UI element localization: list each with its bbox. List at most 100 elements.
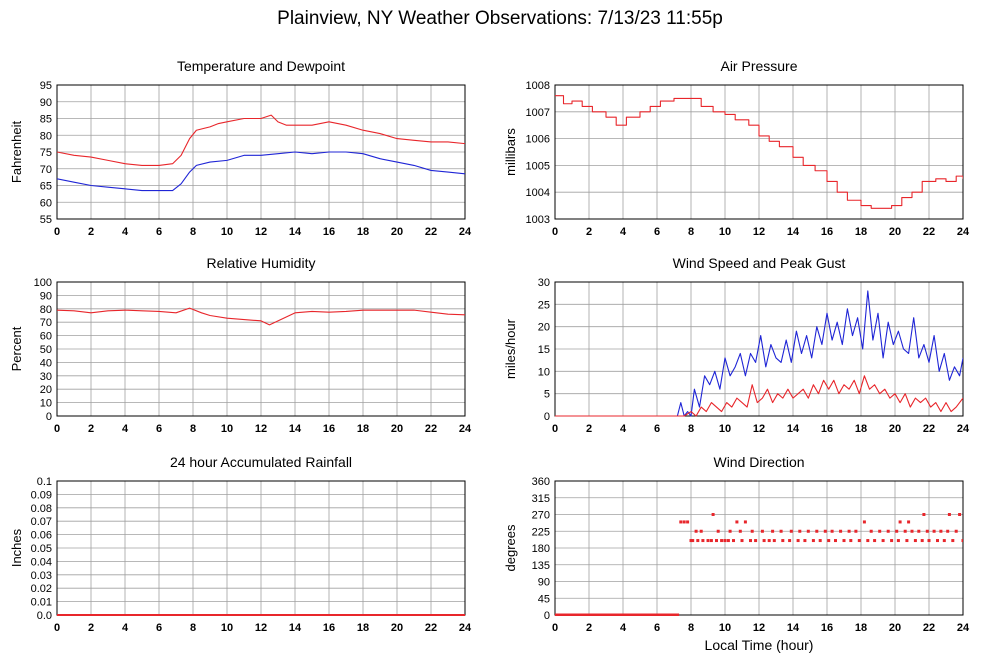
x-tick-label: 16 [323,423,335,435]
y-axis-label: Percent [9,326,24,371]
x-tick-label: 10 [221,423,233,435]
data-point [927,539,931,543]
data-point [913,539,917,543]
x-tick-label: 6 [654,622,660,634]
y-tick-label: 70 [40,317,52,329]
y-tick-label: 15 [538,344,550,356]
series-line-1 [57,151,465,192]
data-point [691,539,695,543]
data-point [781,539,785,543]
y-tick-label: 45 [538,593,550,605]
x-tick-label: 16 [323,622,335,634]
y-tick-label: 0 [544,411,550,423]
data-point [932,529,936,533]
x-tick-label: 6 [156,226,162,238]
data-point [771,529,775,533]
x-tick-label: 8 [688,423,694,435]
y-axis-label: millibars [503,128,518,176]
y-tick-label: 10 [538,366,550,378]
y-tick-label: 0.1 [37,476,52,488]
x-tick-label: 0 [54,226,60,238]
y-tick-label: 60 [40,197,52,209]
x-tick-label: 24 [957,423,970,435]
data-point [896,539,900,543]
y-tick-label: 0.05 [31,543,52,555]
data-point [890,539,894,543]
data-point [760,529,764,533]
data-point [723,539,727,543]
data-point [796,539,800,543]
y-tick-label: 315 [532,493,550,505]
x-tick-label: 22 [425,226,437,238]
plot-area [555,95,963,209]
x-tick-label: 20 [889,622,901,634]
x-tick-label: 8 [190,226,196,238]
y-tick-label: 30 [538,277,550,289]
data-point [749,539,752,543]
y-tick-label: 0.02 [31,583,52,595]
data-point [806,529,810,533]
y-tick-label: 0.09 [31,489,52,501]
y-tick-label: 0.04 [31,556,52,568]
x-tick-label: 12 [753,226,765,238]
data-point [740,539,744,543]
data-point [827,539,831,543]
data-point [866,539,870,543]
x-tick-label: 0 [552,226,558,238]
y-axis-label: miles/hour [503,318,518,379]
y-tick-label: 65 [40,181,52,193]
x-tick-label: 18 [357,226,369,238]
y-tick-label: 90 [538,577,550,589]
data-point [961,539,963,543]
x-tick-label: 12 [255,423,267,435]
data-point [679,520,683,524]
x-tick-label: 8 [688,226,694,238]
x-tick-label: 6 [654,226,660,238]
data-point [701,539,705,543]
x-tick-label: 22 [923,423,935,435]
data-point [895,529,899,533]
y-tick-label: 1003 [526,214,550,226]
x-tick-label: 20 [391,423,403,435]
data-point [830,529,834,533]
data-point [767,539,771,543]
x-tick-label: 2 [88,226,94,238]
x-tick-label: 4 [122,423,129,435]
y-tick-label: 40 [40,357,52,369]
y-tick-label: 100 [34,277,52,289]
x-tick-label: 6 [156,423,162,435]
x-tick-label: 0 [552,622,558,634]
data-point [798,529,802,533]
y-tick-label: 1006 [526,134,550,146]
data-point [907,520,911,524]
data-point [920,539,924,543]
x-tick-label: 24 [459,226,472,238]
x-tick-label: 20 [391,226,403,238]
data-point [711,513,715,516]
data-point [922,513,926,516]
y-tick-label: 0 [544,610,550,622]
x-tick-label: 18 [855,226,867,238]
x-tick-label: 18 [855,622,867,634]
plot-area [555,513,963,616]
y-tick-label: 5 [544,389,550,401]
data-point [789,529,793,533]
data-point [788,539,792,543]
data-point [881,539,885,543]
data-point [903,529,907,533]
data-point [947,513,951,516]
y-tick-label: 0.03 [31,570,52,582]
y-tick-label: 90 [40,290,52,302]
chart-title: Relative Humidity [207,255,316,271]
page-title: Plainview, NY Weather Observations: 7/13… [277,8,723,29]
x-tick-label: 4 [620,423,627,435]
data-point [750,529,754,533]
x-tick-label: 14 [289,423,302,435]
data-point [917,529,921,533]
data-point [682,520,686,524]
y-tick-label: 270 [532,510,550,522]
y-tick-label: 75 [40,147,52,159]
y-tick-label: 85 [40,114,52,126]
